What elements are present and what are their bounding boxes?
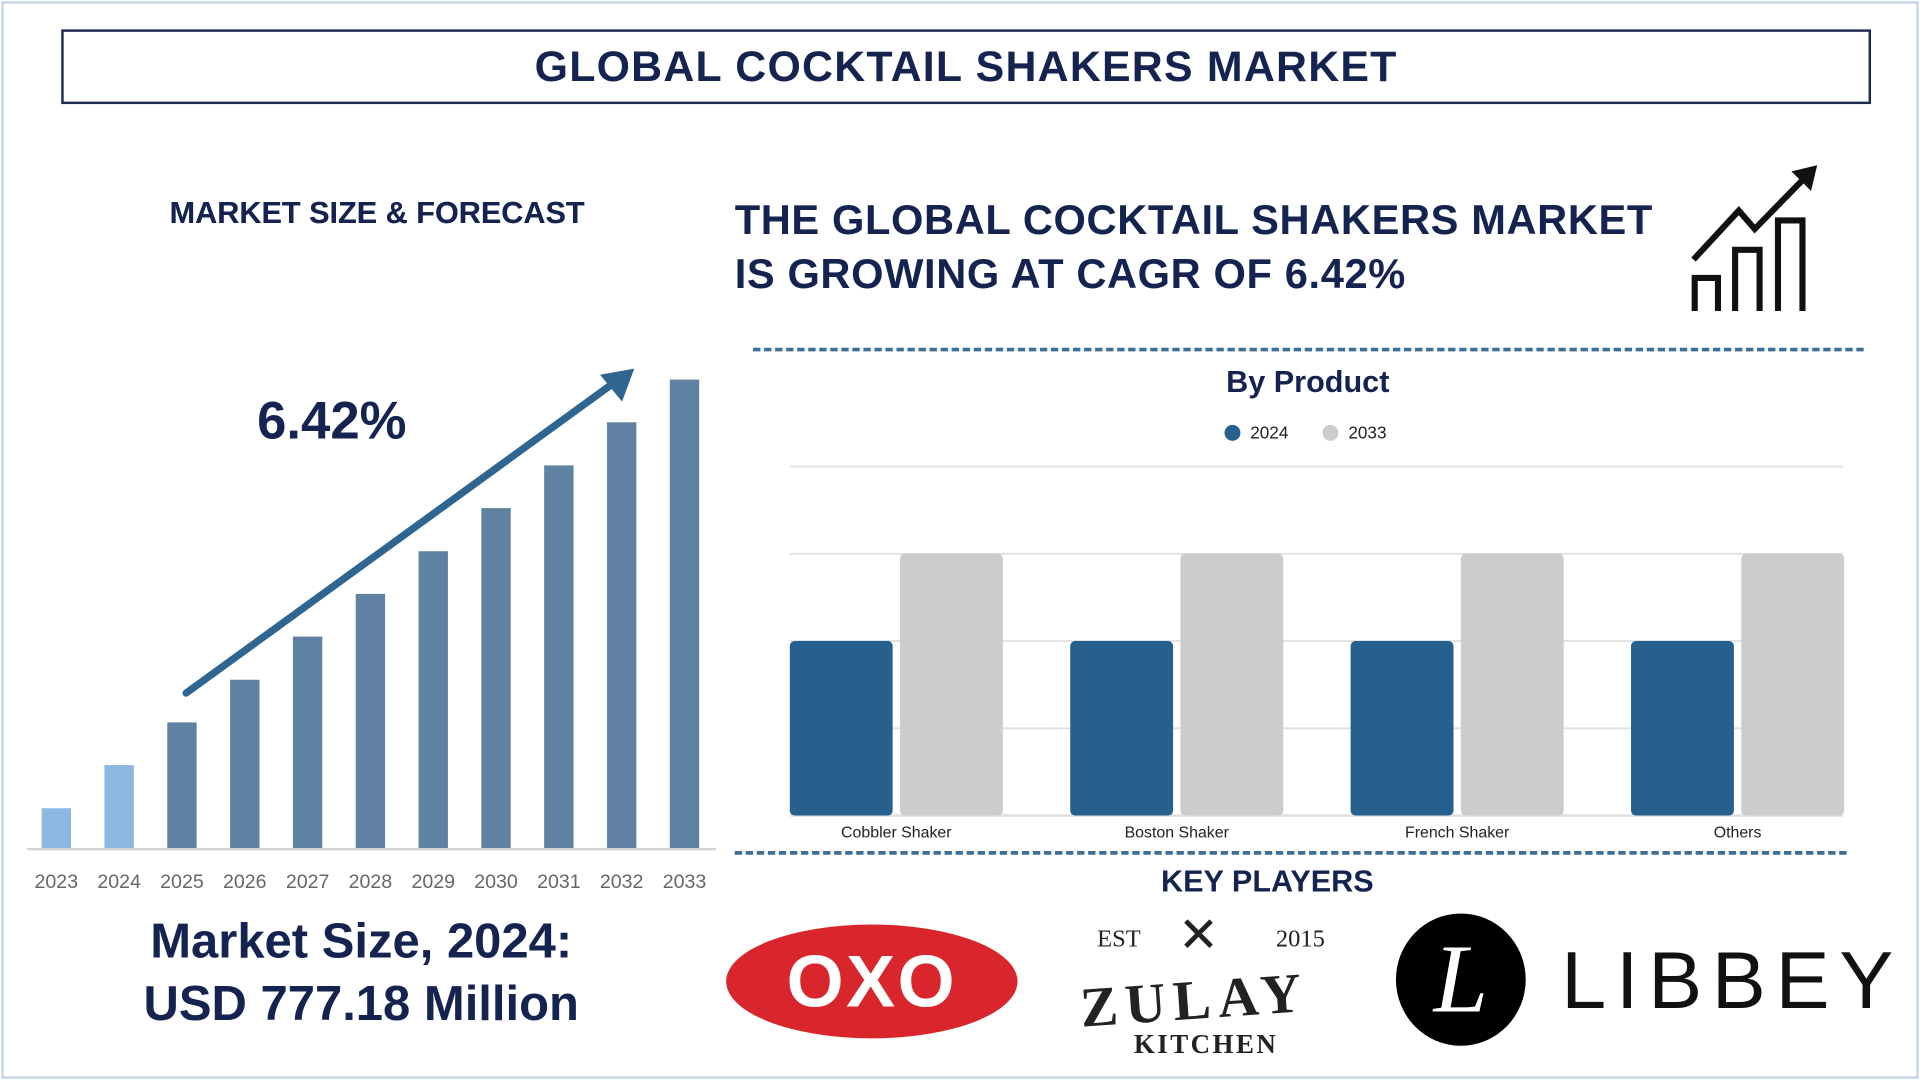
product-chart-title: By Product: [1226, 364, 1390, 400]
year-label: 2028: [349, 871, 393, 893]
key-players-title: KEY PLAYERS: [1161, 864, 1374, 899]
market-size-section-title: MARKET SIZE & FORECAST: [169, 195, 585, 231]
bar-boston-shaker-2024: [1070, 641, 1174, 816]
bar-2026: [230, 679, 260, 849]
product-chart: Cobbler Shaker Boston Shaker French Shaker…: [789, 465, 1845, 842]
growth-chart-icon: [1691, 165, 1818, 312]
headline-line2: IS GROWING AT CAGR OF 6.42%: [734, 251, 1406, 298]
year-label: 2024: [97, 871, 141, 893]
year-label: 2032: [600, 871, 644, 893]
year-label: 2026: [223, 871, 267, 893]
year-label: 2027: [286, 871, 330, 893]
bar-2024: [104, 765, 134, 849]
growth-arrow-line: [182, 375, 623, 697]
market-size-chart: 2023 2024 2025 2026 2027 2028 2029 2030 2031 2032…: [26, 368, 717, 893]
bar-2027: [292, 636, 323, 849]
bar-2032: [606, 422, 637, 849]
bar-2023: [41, 808, 72, 849]
year-label: 2023: [35, 871, 79, 893]
oxo-logo: OXO: [726, 924, 1018, 1039]
category-label: Others: [1714, 825, 1762, 842]
market-size-text: Market Size, 2024: USD 777.18 Million: [49, 911, 673, 1036]
page-title: GLOBAL COCKTAIL SHAKERS MARKET: [61, 29, 1872, 105]
headline-line1: THE GLOBAL COCKTAIL SHAKERS MARKET: [734, 197, 1653, 244]
libbey-logo-text: LIBBEY: [1561, 934, 1904, 1025]
bar-2029: [418, 551, 448, 849]
headline: THE GLOBAL COCKTAIL SHAKERS MARKET IS GR…: [735, 193, 1653, 301]
bar-others-2024: [1631, 641, 1734, 816]
bar-cobbler-shaker-2033: [900, 553, 1003, 816]
bar-french-shaker-2033: [1460, 553, 1564, 816]
market-size-line2: USD 777.18 Million: [143, 977, 579, 1032]
bar-french-shaker-2024: [1350, 641, 1454, 816]
zulay-kitchen-logo: EST 2015 ✕ ZULAY KITCHEN: [1078, 907, 1325, 1060]
legend-item-2024: 2024: [1224, 422, 1288, 442]
category-label: Cobbler Shaker: [841, 825, 952, 842]
year-label: 2031: [537, 871, 581, 893]
bar-others-2033: [1741, 553, 1845, 816]
year-label: 2029: [411, 871, 455, 893]
market-size-line1: Market Size, 2024:: [150, 914, 573, 969]
category-label: Boston Shaker: [1125, 825, 1230, 842]
year-label: 2030: [474, 871, 518, 893]
year-label: 2025: [160, 871, 204, 893]
bar-2033: [669, 379, 700, 849]
divider: [753, 347, 1864, 352]
utensils-icon: ✕: [1177, 907, 1220, 963]
divider: [734, 851, 1847, 855]
bar-2030: [481, 508, 511, 849]
chart-legend: 2024 2033: [1224, 422, 1387, 442]
legend-swatch: [1224, 424, 1241, 441]
bar-2028: [355, 593, 386, 849]
bar-2025: [167, 722, 197, 849]
bar-cobbler-shaker-2024: [789, 641, 893, 816]
bar-boston-shaker-2033: [1180, 553, 1284, 816]
bar-2031: [544, 465, 574, 849]
year-label: 2033: [663, 871, 707, 893]
category-label: French Shaker: [1405, 825, 1510, 842]
cagr-label: 6.42%: [257, 391, 407, 451]
growth-arrow-head: [600, 368, 635, 402]
legend-item-2033: 2033: [1322, 422, 1387, 442]
libbey-logo-mark: L: [1395, 913, 1526, 1046]
market-size-chart-title: MARKET SIZE & FORECAST: [169, 195, 585, 231]
legend-swatch: [1322, 424, 1339, 441]
